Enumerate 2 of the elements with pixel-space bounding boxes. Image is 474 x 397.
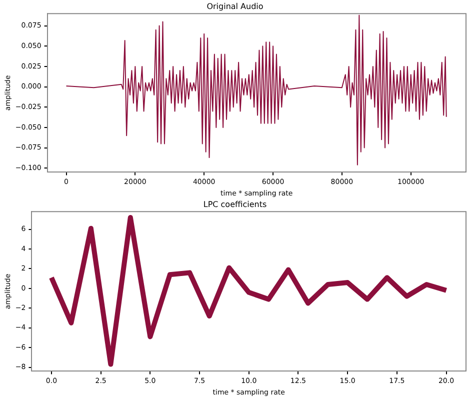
chart-title: Original Audio [206, 2, 264, 11]
chart-title: LPC coefficients [203, 200, 267, 209]
